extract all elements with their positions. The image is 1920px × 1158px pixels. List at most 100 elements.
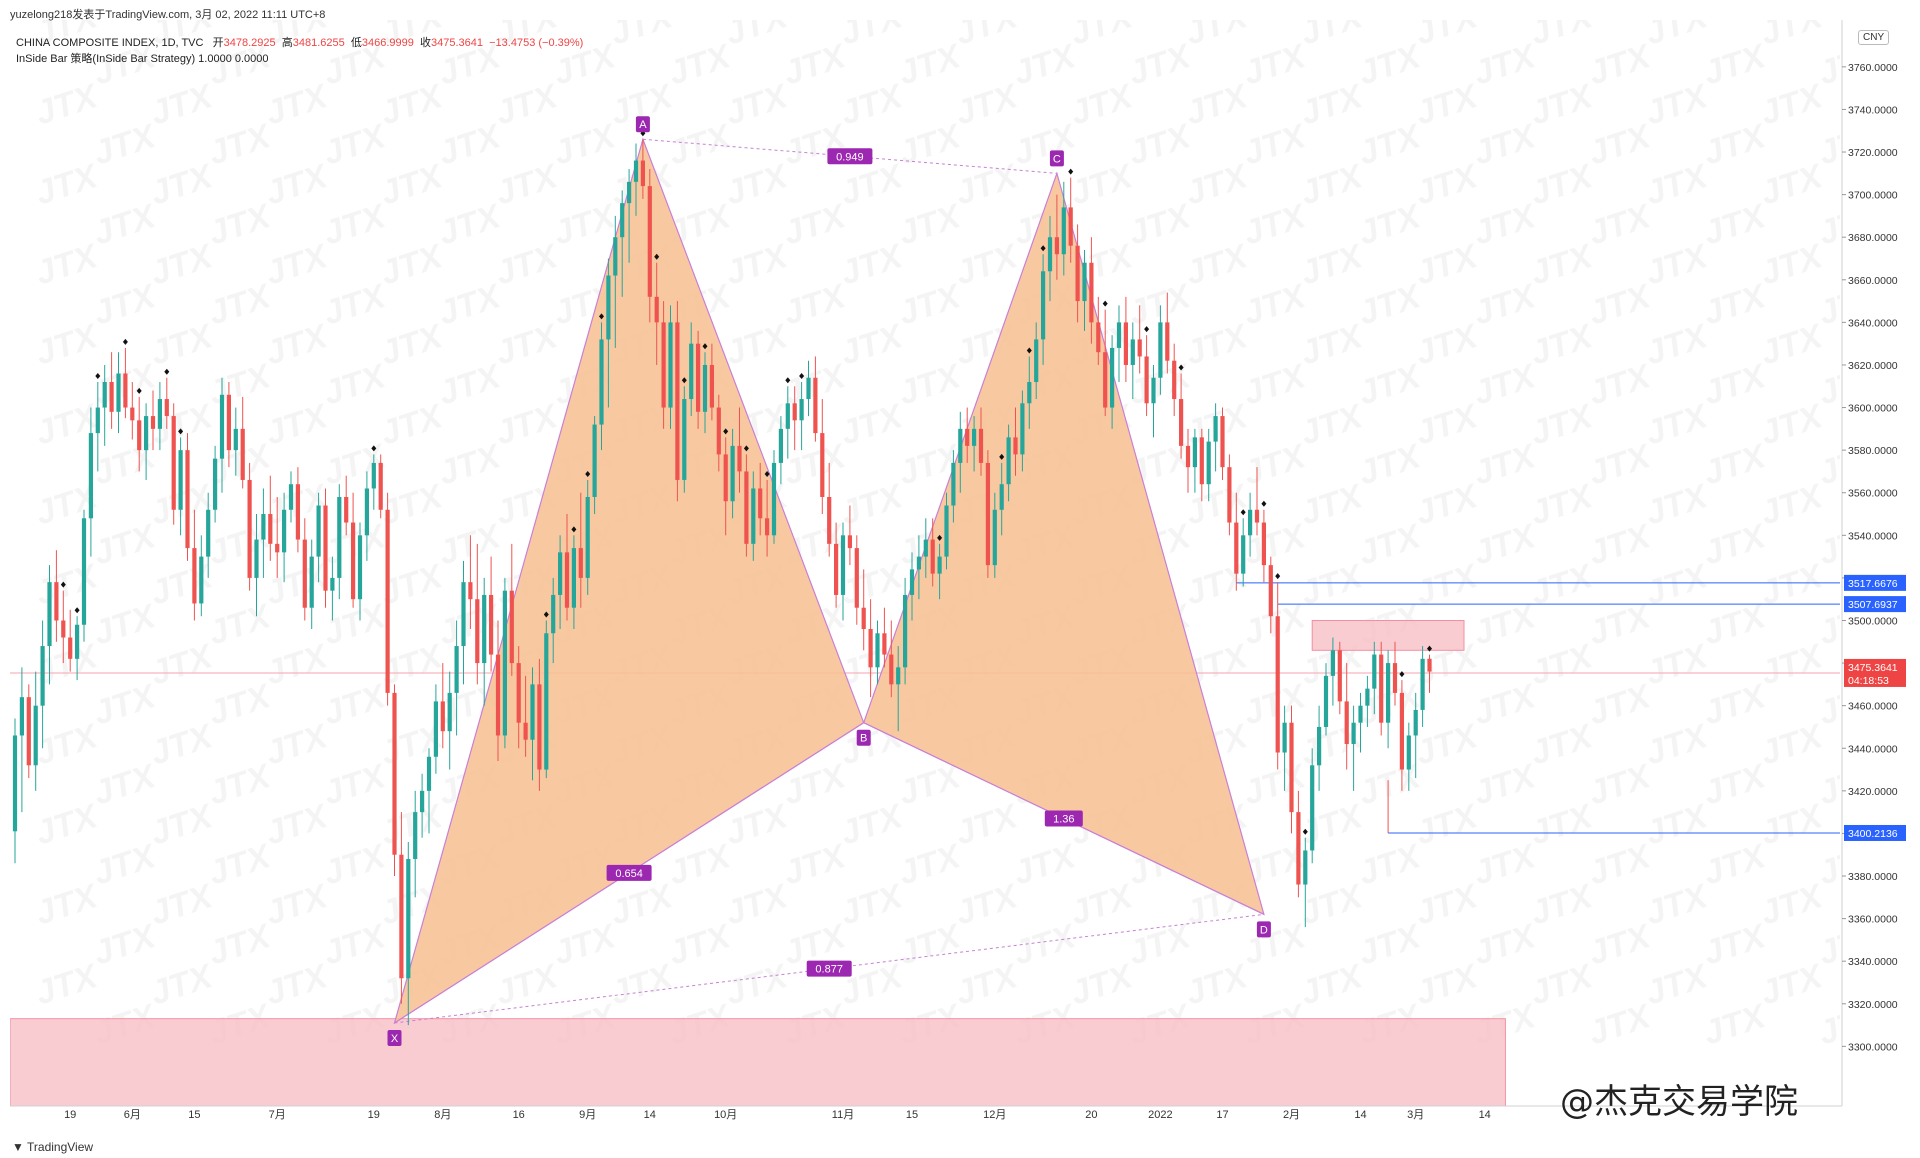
price-tick-label: 3420.0000 xyxy=(1848,786,1898,798)
candle xyxy=(827,462,832,557)
time-tick-label: 14 xyxy=(1354,1109,1366,1121)
candle-body xyxy=(868,629,873,668)
candle xyxy=(61,590,66,664)
candle-body xyxy=(834,543,839,595)
candle xyxy=(399,812,404,1004)
candle-body xyxy=(1185,445,1191,468)
candle xyxy=(1289,705,1294,834)
price-tick-label: 3320.0000 xyxy=(1848,999,1898,1011)
candle-body xyxy=(1248,509,1253,536)
candle-body xyxy=(295,484,300,540)
tradingview-logo[interactable]: ▼ TradingView xyxy=(12,1140,93,1154)
watermark-text: JTX xyxy=(204,596,277,652)
watermark-text: JTX xyxy=(1584,596,1657,652)
candle xyxy=(1330,637,1335,706)
candle-body xyxy=(909,569,915,595)
candle-body xyxy=(433,701,438,757)
candle-body xyxy=(385,509,390,693)
watermark-text: JTX xyxy=(1526,476,1599,532)
ratio-label: 0.949 xyxy=(836,151,864,163)
watermark-text: JTX xyxy=(1181,316,1254,372)
price-tick-label: 3540.0000 xyxy=(1848,530,1898,542)
inside-bar-marker xyxy=(654,253,660,260)
watermark-text: JTX xyxy=(1124,916,1197,972)
candle-body xyxy=(578,548,583,578)
author-credit: @杰克交易学院 xyxy=(1560,1082,1798,1122)
watermark-text: JTX xyxy=(1239,116,1312,172)
time-tick-label: 6月 xyxy=(124,1109,141,1121)
candle-body xyxy=(558,552,563,595)
candle-body xyxy=(1020,403,1025,455)
watermark-text: JTX xyxy=(31,956,104,1012)
candle-body xyxy=(544,633,549,770)
watermark-text: JTX xyxy=(1181,76,1254,132)
open-label: 开 xyxy=(212,37,224,49)
watermark-text: JTX xyxy=(664,836,737,892)
candle xyxy=(47,565,52,685)
candle xyxy=(130,382,135,440)
candle xyxy=(454,620,459,736)
point-label-C: C xyxy=(1053,153,1061,165)
candle xyxy=(1130,322,1135,400)
candle-body xyxy=(95,407,100,434)
candle-body xyxy=(371,462,376,489)
candle xyxy=(1068,177,1073,263)
candle xyxy=(937,543,942,600)
watermark-text: JTX xyxy=(1239,916,1312,972)
inside-bar-marker xyxy=(785,377,791,384)
watermark-text: JTX xyxy=(1354,516,1427,572)
inside-bar-marker xyxy=(585,470,591,477)
candle xyxy=(1248,492,1253,557)
watermark-text: JTX xyxy=(836,156,909,212)
candle-body xyxy=(999,484,1004,510)
candle xyxy=(951,450,956,523)
watermark-text: JTX xyxy=(1756,236,1829,292)
candle-body xyxy=(716,407,721,455)
candle xyxy=(1351,705,1356,791)
price-tick-label: 3720.0000 xyxy=(1848,147,1898,159)
candle-body xyxy=(88,433,93,519)
candle xyxy=(1103,309,1108,417)
candle-body xyxy=(530,684,535,740)
watermark-text: JTX xyxy=(1469,356,1542,412)
watermark-text: JTX xyxy=(779,436,852,492)
watermark-text: JTX xyxy=(1239,36,1312,92)
candle xyxy=(302,518,307,621)
watermark-text: JTX xyxy=(894,356,967,412)
candle-body xyxy=(785,403,790,429)
indicator-legend[interactable]: InSide Bar 策略(InSide Bar Strategy) 1.000… xyxy=(16,53,269,65)
candle-body xyxy=(482,594,487,664)
candle xyxy=(627,169,632,263)
currency-badge[interactable]: CNY xyxy=(1858,30,1890,45)
candle-body xyxy=(240,428,245,480)
watermark-text: JTX xyxy=(319,836,392,892)
candle-body xyxy=(1289,722,1294,813)
candle xyxy=(1372,641,1377,715)
candle-body xyxy=(1379,654,1384,723)
candle xyxy=(1185,428,1191,493)
watermark-text: JTX xyxy=(146,796,219,852)
candle-body xyxy=(702,364,708,412)
watermark-text: JTX xyxy=(1814,756,1887,812)
time-tick-label: 19 xyxy=(368,1109,380,1121)
watermark-text: JTX xyxy=(31,156,104,212)
candle xyxy=(1199,428,1204,502)
candle-body xyxy=(654,296,659,323)
candle-body xyxy=(1034,339,1039,382)
candle-body xyxy=(1344,701,1349,744)
watermark-text: JTX xyxy=(1641,236,1714,292)
candle-body xyxy=(668,322,673,408)
candle xyxy=(1420,646,1425,727)
candle xyxy=(495,620,501,762)
watermark-text: JTX xyxy=(721,156,794,212)
candle-body xyxy=(1351,722,1356,744)
watermark-text: JTX xyxy=(1354,916,1427,972)
candle xyxy=(799,382,804,451)
candle xyxy=(737,407,742,493)
watermark-text: JTX xyxy=(1411,716,1484,772)
candle-body xyxy=(1047,237,1053,272)
candle xyxy=(1089,237,1094,344)
candle-body xyxy=(1116,322,1122,348)
candle-body xyxy=(951,462,956,506)
